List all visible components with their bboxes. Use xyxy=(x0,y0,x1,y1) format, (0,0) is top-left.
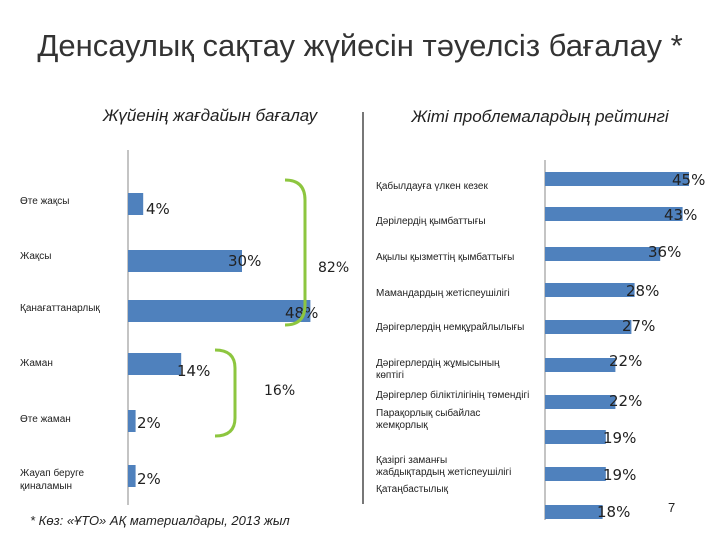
left-value-label-0: 4% xyxy=(146,200,170,218)
left-category-label-0: Өте жақсы xyxy=(20,196,69,207)
right-category-label-5: Дәрігерлердің жұмысының көптігі xyxy=(376,358,500,381)
right-value-label-3: 28% xyxy=(626,282,659,300)
bar-left-4 xyxy=(128,410,136,432)
left-value-label-4: 2% xyxy=(137,414,161,432)
left-value-label-3: 14% xyxy=(177,362,210,380)
right-value-label-7: 19% xyxy=(603,429,636,447)
bracket-82 xyxy=(284,178,307,327)
right-category-label-4: Дәрігерлердің немқұрайлылығы xyxy=(376,322,524,333)
right-category-label-2: Ақылы қызметтің қымбаттығы xyxy=(376,251,514,263)
bar-right-6 xyxy=(545,395,616,409)
source-footnote: * Көз: «ҰТО» АҚ материалдары, 2013 жыл xyxy=(30,513,290,528)
left-value-label-5: 2% xyxy=(137,470,161,488)
right-category-label-7: Парақорлық сыбайлас жемқорлық xyxy=(376,407,480,431)
left-category-label-4: Өте жаман xyxy=(20,414,71,425)
right-category-label-9: Қатаңбастылық xyxy=(376,483,449,495)
right-category-label-0: Қабылдауға үлкен кезек xyxy=(376,180,488,192)
bracket-16-label: 16% xyxy=(264,383,295,399)
right-value-label-1: 43% xyxy=(664,206,697,224)
page-number: 7 xyxy=(668,500,676,515)
right-chart-title: Жіті проблемалардың рейтингі xyxy=(411,107,669,126)
left-value-label-2: 48% xyxy=(285,304,318,322)
bar-right-1 xyxy=(545,207,683,221)
bar-right-2 xyxy=(545,247,661,261)
left-chart-title: Жүйенің жағдайын бағалау xyxy=(102,106,318,125)
left-category-label-3: Жаман xyxy=(20,358,53,369)
left-category-label-5: Жауап беруге қиналамын xyxy=(20,467,84,492)
bar-left-0 xyxy=(128,193,144,215)
bar-left-5 xyxy=(128,465,136,487)
slide-title: Денсаулық сақтау жүйесін тәуелсіз бағала… xyxy=(37,28,683,63)
right-category-label-1: Дәрілердің қымбаттығы xyxy=(376,215,486,227)
bar-left-3 xyxy=(128,353,182,375)
right-value-label-4: 27% xyxy=(622,317,655,335)
right-value-label-9: 18% xyxy=(597,503,630,521)
right-value-label-5: 22% xyxy=(609,352,642,370)
bar-right-9 xyxy=(545,505,603,519)
right-category-label-8: Қазіргі заманғы жабдықтардың жетіспеушілі… xyxy=(376,455,511,478)
right-value-label-2: 36% xyxy=(648,243,681,261)
bar-right-4 xyxy=(545,320,632,334)
bar-left-1 xyxy=(128,250,242,272)
right-category-label-3: Мамандардың жетіспеушілігі xyxy=(376,288,510,299)
bar-right-7 xyxy=(545,430,606,444)
right-category-label-6: Дәрігерлер біліктілігінің төмендігі xyxy=(376,389,529,401)
bracket-16 xyxy=(214,348,237,438)
bar-right-5 xyxy=(545,358,616,372)
bar-right-0 xyxy=(545,172,689,186)
left-category-label-2: Қанағаттанарлық xyxy=(20,303,100,314)
right-value-label-6: 22% xyxy=(609,392,642,410)
left-value-label-1: 30% xyxy=(228,252,261,270)
right-value-label-8: 19% xyxy=(603,466,636,484)
bar-left-2 xyxy=(128,300,311,322)
right-value-label-0: 45% xyxy=(672,171,705,189)
bar-right-8 xyxy=(545,467,606,481)
left-category-label-1: Жақсы xyxy=(20,251,51,262)
bracket-82-label: 82% xyxy=(318,260,349,276)
bar-right-3 xyxy=(545,283,635,297)
chart-divider xyxy=(362,112,364,504)
